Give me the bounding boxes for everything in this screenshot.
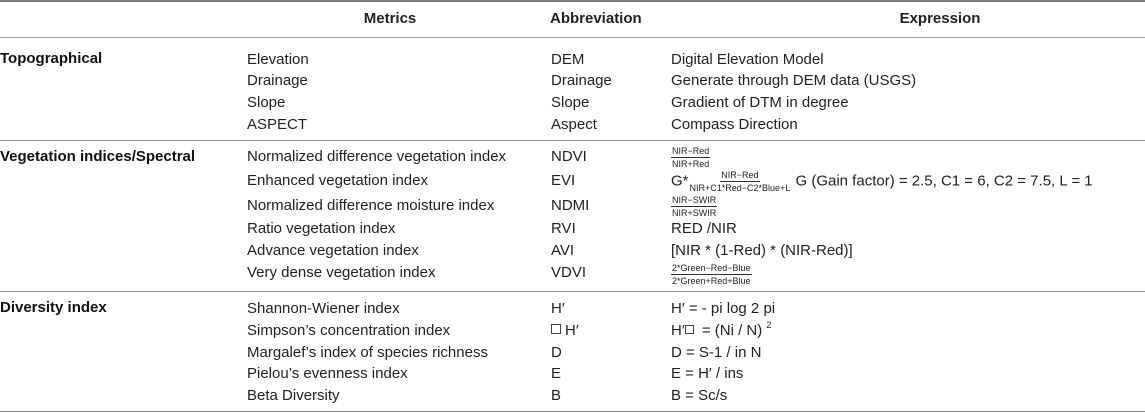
fraction-denominator: 2*Green+Red+Blue <box>672 276 751 286</box>
metric-cell: Ratio vegetation index <box>247 220 396 237</box>
abbreviation-cell: AVI <box>551 242 575 259</box>
expression-cell: 2*Green−Red−Blue 2*Green+Red+Blue <box>671 263 752 286</box>
expression-cell: H′ = - pi log 2 pi <box>671 300 776 317</box>
abbreviation-cell: NDMI <box>551 197 590 214</box>
metric-cell: Shannon-Wiener index <box>247 300 400 317</box>
metric-cell: Normalized difference moisture index <box>247 197 495 214</box>
expression-cell: G* NIR−Red NIR+C1*Red−C2*Blue+L G (Gain … <box>671 170 1093 193</box>
abbreviation-cell: D <box>551 344 562 361</box>
header-abbreviation: Abbreviation <box>550 10 642 27</box>
expression-cell: H′ = (Ni / N) 2 <box>671 320 772 340</box>
metric-cell: Slope <box>247 94 286 111</box>
abbreviation-cell: B <box>551 387 562 404</box>
metric-cell: Very dense vegetation index <box>247 264 436 281</box>
abbreviation-cell: DEM <box>551 51 585 68</box>
expression-cell: RED /NIR <box>671 220 737 237</box>
header-expression: Expression <box>899 10 981 27</box>
fraction-numerator: NIR−Red <box>671 146 711 158</box>
expression-suffix: = (Ni / N) <box>697 322 763 339</box>
abbreviation-cell: H′ <box>551 300 565 317</box>
expression-cell: Compass Direction <box>671 116 798 133</box>
fraction: NIR−SWIR NIR+SWIR <box>671 195 718 218</box>
superscript: 2 <box>766 320 772 330</box>
expression-cell: Generate through DEM data (USGS) <box>671 72 917 89</box>
metric-cell: Enhanced vegetation index <box>247 172 428 189</box>
fraction: NIR−Red NIR+C1*Red−C2*Blue+L <box>689 170 792 193</box>
fraction-denominator: NIR+SWIR <box>672 208 717 218</box>
group-label-diversity: Diversity index <box>0 299 107 316</box>
expression-cell: NIR−SWIR NIR+SWIR <box>671 195 718 218</box>
abbreviation-cell: NDVI <box>551 148 587 165</box>
expression-cell: E = H′ / ins <box>671 365 744 382</box>
fraction-numerator: 2*Green−Red−Blue <box>671 263 752 275</box>
group-label-topographical: Topographical <box>0 50 103 67</box>
expression-cell: [NIR * (1-Red) * (NIR-Red)] <box>671 242 853 259</box>
abbreviation-cell: Drainage <box>551 72 612 89</box>
metric-cell: Drainage <box>247 72 308 89</box>
placeholder-glyph-icon <box>551 324 561 334</box>
fraction: 2*Green−Red−Blue 2*Green+Red+Blue <box>671 263 752 286</box>
group-rule <box>0 291 1145 292</box>
metric-cell: Beta Diversity <box>247 387 340 404</box>
expression-suffix: G (Gain factor) = 2.5, C1 = 6, C2 = 7.5,… <box>791 172 1093 190</box>
metric-cell: Pielou’s evenness index <box>247 365 408 382</box>
abbreviation-text: H′ <box>565 322 579 339</box>
expression-prefix: H′ <box>671 322 685 339</box>
metric-cell: Margalef’s index of species richness <box>247 344 488 361</box>
expression-prefix: G* <box>671 172 689 190</box>
abbreviation-cell: RVI <box>551 220 576 237</box>
fraction: NIR−Red NIR+Red <box>671 146 711 169</box>
group-label-vegetation: Vegetation indices/Spectral <box>0 148 196 165</box>
header-metrics: Metrics <box>363 10 417 27</box>
table-top-rule <box>0 0 1145 2</box>
header-rule <box>0 37 1145 38</box>
abbreviation-cell: Aspect <box>551 116 597 133</box>
metric-cell: Normalized difference vegetation index <box>247 148 507 165</box>
expression-cell: D = S-1 / in N <box>671 344 762 361</box>
fraction-denominator: NIR+C1*Red−C2*Blue+L <box>689 183 791 193</box>
abbreviation-cell: Slope <box>551 94 590 111</box>
abbreviation-cell: VDVI <box>551 264 587 281</box>
expression-cell: NIR−Red NIR+Red <box>671 146 711 169</box>
group-rule <box>0 140 1145 141</box>
placeholder-glyph-icon <box>684 325 694 334</box>
expression-cell: B = Sc/s <box>671 387 728 404</box>
metric-cell: Simpson’s concentration index <box>247 322 451 339</box>
expression-cell: Gradient of DTM in degree <box>671 94 849 111</box>
expression-cell: Digital Elevation Model <box>671 51 824 68</box>
fraction-numerator: NIR−Red <box>720 170 760 182</box>
abbreviation-cell: E <box>551 365 562 382</box>
fraction-denominator: NIR+Red <box>672 159 710 169</box>
metric-cell: Elevation <box>247 51 309 68</box>
abbreviation-cell: EVI <box>551 172 576 189</box>
fraction-numerator: NIR−SWIR <box>671 195 718 207</box>
abbreviation-cell: H′ <box>551 322 579 340</box>
metric-cell: ASPECT <box>247 116 308 133</box>
table-bottom-rule <box>0 411 1145 412</box>
metric-cell: Advance vegetation index <box>247 242 419 259</box>
